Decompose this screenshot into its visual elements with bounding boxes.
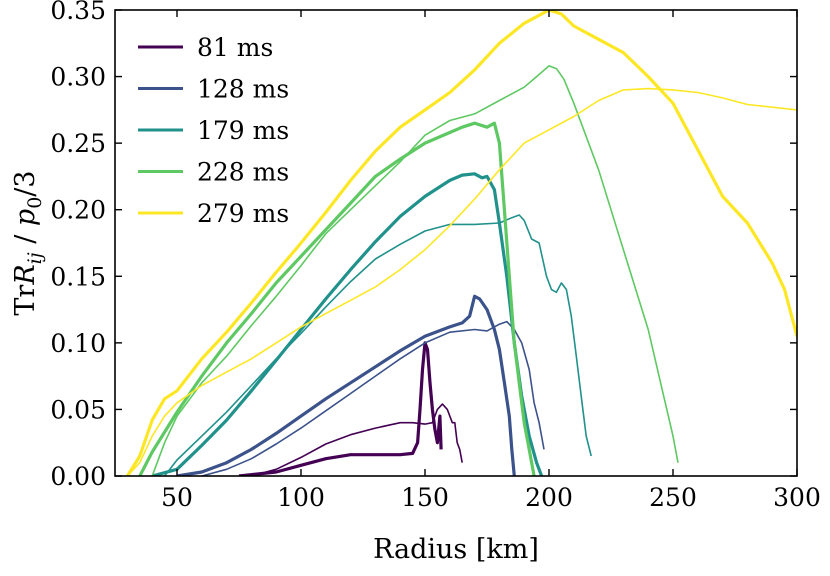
series-line-thick-128-ms (176, 294, 516, 476)
y-tick-label: 0.00 (50, 462, 106, 491)
y-axis: 0.00 0.05 0.10 0.15 0.20 0.25 0.30 0.35 (50, 0, 797, 491)
x-tick-label: 200 (525, 483, 573, 512)
x-tick-label: 300 (773, 483, 821, 512)
y-axis-label: TrRij / p0/3 (10, 170, 46, 315)
x-tick-label: 50 (161, 483, 193, 512)
series-line-thick-279-ms (126, 10, 797, 476)
series-layer (126, 10, 797, 476)
y-tick-label: 0.10 (50, 329, 106, 358)
legend-label: 228 ms (197, 158, 289, 187)
legend-label: 128 ms (197, 75, 289, 104)
series-line-thick-228-ms (138, 121, 536, 476)
legend-label: 279 ms (197, 199, 289, 228)
series-line-thin-128-ms (201, 320, 545, 476)
x-tick-label: 100 (277, 483, 325, 512)
x-tick-label: 250 (649, 483, 697, 512)
y-tick-label: 0.05 (50, 395, 106, 424)
y-tick-label: 0.30 (50, 63, 106, 92)
legend-label: 179 ms (197, 116, 289, 145)
y-tick-label: 0.20 (50, 196, 106, 225)
series-line-thick-81-ms (238, 341, 443, 476)
y-tick-label: 0.15 (50, 262, 106, 291)
legend-label: 81 ms (197, 33, 273, 62)
series-line-thin-228-ms (151, 65, 679, 476)
series-line-thin-81-ms (251, 403, 463, 476)
x-tick-label: 150 (401, 483, 449, 512)
x-axis-label: Radius [km] (373, 534, 539, 565)
y-tick-label: 0.25 (50, 129, 106, 158)
plot-frame (114, 9, 798, 477)
x-axis: 50 100 150 200 250 300 (161, 10, 821, 512)
y-tick-label: 0.35 (50, 0, 106, 25)
series-line-thin-279-ms (126, 87, 797, 476)
legend: 81 ms 128 ms 179 ms 228 ms 279 ms (138, 33, 289, 228)
